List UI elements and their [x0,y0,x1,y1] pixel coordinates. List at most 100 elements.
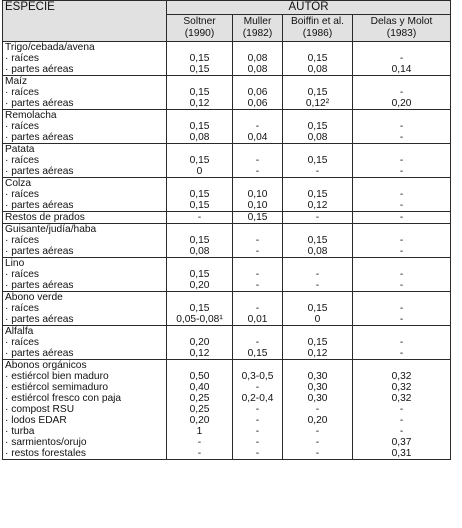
value-cell: 0,14 [351,64,452,76]
value-cell: - [351,303,452,314]
value-cell: - [232,166,283,178]
value-cell: - [282,404,353,415]
value-cell: 1 [166,426,233,437]
value-cell [351,41,452,53]
value-cell: - [232,235,283,246]
author-col-soltner: Soltner (1990) [166,14,233,42]
value-cell [351,359,452,371]
value-cell: 0,2-0,4 [232,393,283,404]
table-row: · estiércol bien maduro 0,50 0,3-0,5 0,30 0,… [2,371,452,382]
value-cell [282,177,353,189]
value-cell: 0,15 [166,53,233,64]
value-cell: 0,15 [166,64,233,76]
value-cell: 0,12 [166,98,233,110]
value-cell [232,109,283,121]
author-year: (1990) [184,28,215,39]
table-row: · raíces 0,15 0,08 0,15- [2,53,452,64]
value-cell [166,109,233,121]
value-cell: - [232,303,283,314]
value-cell: - [282,166,353,178]
table-header: ESPECIE AUTOR Soltner (1990) Muller (198… [2,0,452,42]
value-cell: - [351,415,452,426]
value-cell [166,223,233,235]
value-cell: - [232,448,283,460]
table-row: · partes aéreas 0,15 0,08 0,08 0,14 [2,64,452,76]
table-row: · raíces 0,15- - - [2,269,452,280]
value-cell [282,257,353,269]
table-row: · partes aéreas 0,08-0,08- [2,246,452,258]
value-cell: 0,08 [282,132,353,144]
species-cell: Alfalfa [2,325,167,337]
header-row-authors: Soltner (1990) Muller (1982) Boiffin et … [2,14,452,42]
table-row: Restos de prados -0,15- - [2,211,452,224]
value-cell: 0,50 [166,371,233,382]
value-cell [166,257,233,269]
table-row: · partes aéreas 0- - - [2,166,452,178]
value-cell: 0,06 [232,98,283,110]
species-cell: Guisante/judía/haba [2,223,167,235]
value-cell: 0,12² [282,98,353,110]
table-row: Trigo/cebada/avena [2,41,452,53]
table-row: Colza [2,177,452,189]
value-cell: 0,15 [282,155,353,166]
value-cell [351,223,452,235]
value-cell [232,41,283,53]
species-cell: · partes aéreas [2,98,167,110]
value-cell: 0,15 [166,155,233,166]
table-row: Abono verde [2,291,452,303]
author-name: Muller [243,16,272,27]
value-cell: 0,20 [351,98,452,110]
table-row: · estiércol semimaduro 0,40-0,30 0,32 [2,382,452,393]
table-row: · raíces 0,15 0,06 0,15- [2,87,452,98]
value-cell: 0,25 [166,404,233,415]
species-cell: · partes aéreas [2,246,167,258]
table-row: Guisante/judía/haba [2,223,452,235]
species-cell: · partes aéreas [2,132,167,144]
species-cell: · partes aéreas [2,314,167,326]
species-cell: Remolacha [2,109,167,121]
value-cell: - [232,246,283,258]
value-cell [166,143,233,155]
species-cell: · estiércol bien maduro [2,371,167,382]
value-cell: - [351,269,452,280]
value-cell: 0,01 [232,314,283,326]
value-cell: - [166,211,233,224]
value-cell [282,325,353,337]
value-cell [351,75,452,87]
value-cell: - [232,337,283,348]
value-cell [282,75,353,87]
value-cell [232,177,283,189]
value-cell: - [282,437,353,448]
value-cell: 0,10 [232,189,283,200]
table-row: Abonos orgánicos [2,359,452,371]
value-cell: - [351,166,452,178]
species-cell: · raíces [2,337,167,348]
author-col-boiffin: Boiffin et al. (1986) [282,14,353,42]
species-cell: Abono verde [2,291,167,303]
value-cell: - [351,211,452,224]
species-cell: · partes aéreas [2,64,167,76]
value-cell: 0 [282,314,353,326]
value-cell: - [232,121,283,132]
table-row: · partes aéreas 0,05-0,08¹ 0,01 0- [2,314,452,326]
table-row: · raíces 0,15-0,15- [2,155,452,166]
coefficients-table: ESPECIE AUTOR Soltner (1990) Muller (198… [2,0,452,460]
value-cell [351,325,452,337]
author-col-muller: Muller (1982) [232,14,283,42]
species-cell: · raíces [2,121,167,132]
value-cell [166,177,233,189]
value-cell: 0,10 [232,200,283,212]
value-cell: - [351,200,452,212]
value-cell: 0,15 [166,121,233,132]
species-cell: · raíces [2,53,167,64]
value-cell [351,177,452,189]
table-row: Remolacha [2,109,452,121]
value-cell: 0,15 [232,348,283,360]
table-body: Trigo/cebada/avena · raíces 0,15 0,08 0,15- ·… [2,41,452,460]
table-row: · sarmientos/orujo - - -0,37 [2,437,452,448]
value-cell: 0,12 [166,348,233,360]
value-cell: 0,12 [282,348,353,360]
table-row: Maíz [2,75,452,87]
table-row: · partes aéreas 0,08 0,04 0,08- [2,132,452,144]
value-cell: - [232,280,283,292]
